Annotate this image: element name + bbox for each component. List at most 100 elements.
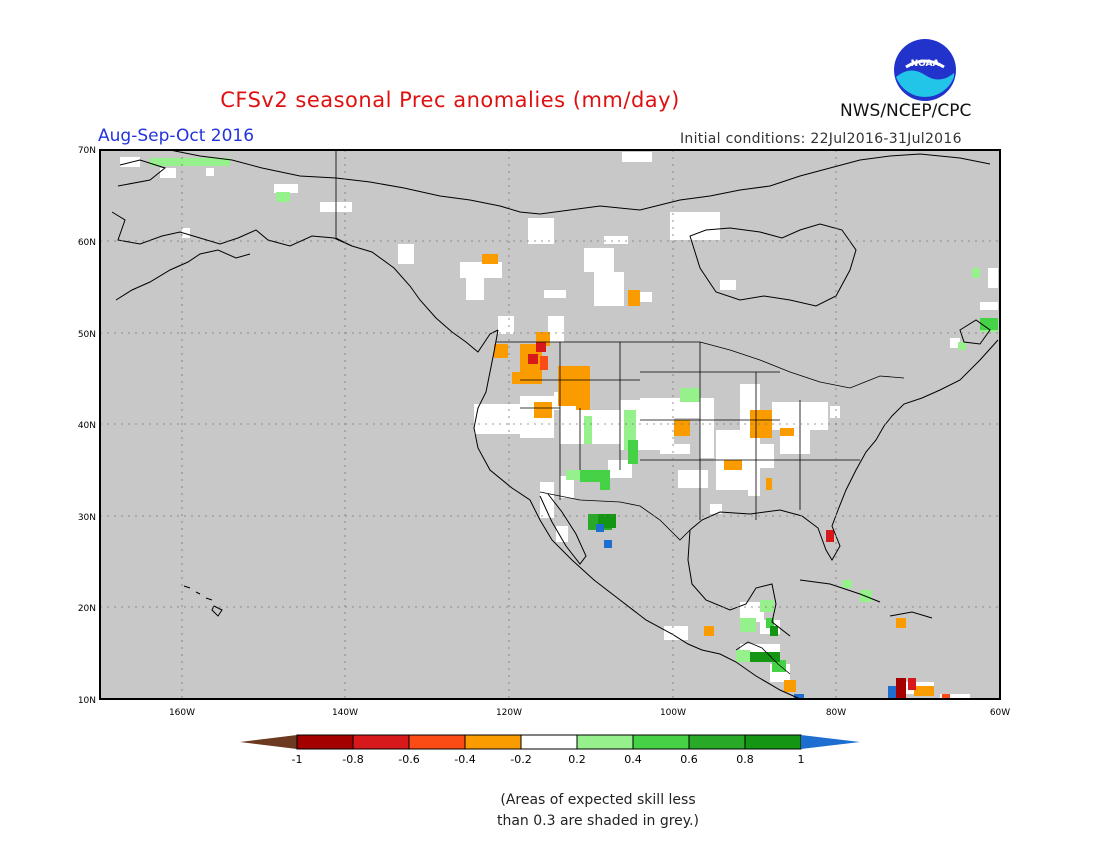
anomaly-cell bbox=[678, 470, 708, 488]
anomaly-cell bbox=[206, 168, 214, 176]
anomaly-cell bbox=[980, 318, 998, 330]
anomaly-cell bbox=[950, 338, 960, 348]
colorbar-labels: -1 -0.8 -0.6 -0.4 -0.2 0.2 0.4 0.6 0.8 1 bbox=[292, 753, 805, 766]
anomaly-cell bbox=[794, 694, 804, 700]
lat-label-30n: 30N bbox=[78, 513, 96, 523]
anomaly-cell bbox=[150, 158, 230, 166]
anomaly-cell bbox=[842, 580, 852, 588]
anomaly-cell bbox=[720, 280, 736, 290]
anomaly-cell bbox=[528, 354, 538, 364]
gridlines bbox=[100, 150, 1000, 699]
west-coast bbox=[473, 329, 801, 700]
noaa-logo-wave bbox=[896, 70, 954, 98]
anomaly-cell bbox=[766, 618, 774, 628]
anomaly-cell bbox=[160, 168, 176, 178]
chart-title: CFSv2 seasonal Prec anomalies (mm/day) bbox=[220, 88, 680, 112]
anomaly-cell bbox=[560, 476, 574, 498]
colorbar-box bbox=[352, 734, 410, 750]
lon-label-140w: 140W bbox=[332, 708, 358, 718]
anomaly-cell bbox=[942, 694, 950, 700]
anomaly-cell bbox=[736, 650, 750, 662]
lon-label-160w: 160W bbox=[169, 708, 195, 718]
colorbar-high-arrow bbox=[801, 735, 860, 749]
anomaly-cell bbox=[784, 680, 796, 692]
anomaly-cell bbox=[596, 524, 604, 532]
anomaly-cell bbox=[772, 660, 786, 672]
lon-label-120w: 120W bbox=[496, 708, 522, 718]
anomaly-cell bbox=[604, 540, 612, 548]
anomaly-cell bbox=[640, 292, 652, 302]
anomaly-cell bbox=[750, 444, 774, 468]
colorbar-label-1: 1 bbox=[798, 753, 805, 766]
anomaly-cell bbox=[980, 302, 998, 310]
noaa-logo-bird bbox=[905, 59, 945, 69]
arctic-coast bbox=[169, 149, 991, 215]
skill-note: (Areas of expected skill less than 0.3 a… bbox=[0, 790, 1100, 832]
colorbar-box bbox=[408, 734, 466, 750]
season-label: Aug-Sep-Oct 2016 bbox=[98, 126, 255, 146]
anomaly-cell bbox=[640, 398, 714, 418]
lat-label-20n: 20N bbox=[78, 604, 96, 614]
colorbar-boxes bbox=[296, 734, 802, 750]
anomaly-cell bbox=[740, 618, 756, 632]
anomaly-cell bbox=[660, 444, 690, 454]
colorbar-box bbox=[576, 734, 634, 750]
anomaly-cell bbox=[274, 184, 298, 193]
colorbar-box bbox=[464, 734, 522, 750]
anomaly-cell bbox=[604, 236, 628, 244]
colorbar-label-neg08: -0.8 bbox=[342, 753, 363, 766]
colorbar-label-06: 0.6 bbox=[680, 753, 698, 766]
colorbar-label-02: 0.2 bbox=[568, 753, 586, 766]
anomaly-cell bbox=[628, 440, 638, 464]
cuba bbox=[799, 579, 881, 603]
anomaly-cell bbox=[494, 344, 508, 358]
alaska-canada-border bbox=[335, 150, 353, 247]
us-canada-border bbox=[496, 341, 905, 389]
anomaly-cell bbox=[600, 480, 610, 490]
initial-conditions-label: Initial conditions: 22Jul2016-31Jul2016 bbox=[680, 131, 962, 147]
anomaly-cell bbox=[914, 686, 934, 696]
anomaly-cell bbox=[724, 460, 742, 470]
noaa-logo: NOAA bbox=[894, 39, 956, 101]
organization-label: NWS/NCEP/CPC bbox=[840, 101, 972, 121]
baja-california bbox=[539, 493, 587, 565]
anomaly-cell bbox=[748, 472, 760, 496]
anomaly-cell bbox=[528, 218, 554, 244]
anomaly-cell bbox=[664, 626, 688, 640]
hawaii bbox=[183, 585, 223, 617]
latitude-labels: 70N 60N 50N 40N 30N 20N 10N bbox=[78, 146, 96, 706]
anomaly-cell bbox=[780, 428, 794, 436]
anomaly-cell bbox=[498, 316, 514, 334]
anomaly-cell bbox=[556, 526, 568, 542]
anomaly-cell bbox=[908, 678, 916, 690]
anomaly-cell bbox=[670, 212, 720, 240]
lat-label-50n: 50N bbox=[78, 330, 96, 340]
lat-label-70n: 70N bbox=[78, 146, 96, 156]
anomaly-cell bbox=[584, 248, 614, 272]
anomaly-cell bbox=[398, 244, 414, 264]
colorbar-box bbox=[744, 734, 802, 750]
colorbar-label-neg02: -0.2 bbox=[510, 753, 531, 766]
anomaly-cell bbox=[770, 626, 778, 636]
anomaly-cell bbox=[466, 278, 484, 300]
anomaly-cell bbox=[628, 290, 640, 306]
colorbar-box bbox=[520, 734, 578, 750]
noaa-logo-text: NOAA bbox=[911, 59, 940, 69]
anomaly-cell bbox=[958, 342, 966, 350]
gulf-coast bbox=[689, 339, 999, 561]
anomaly-cell bbox=[512, 372, 542, 384]
anomaly-cell bbox=[680, 388, 700, 402]
hispaniola bbox=[889, 611, 933, 619]
anomaly-cell bbox=[276, 192, 290, 202]
hawaii-islands bbox=[183, 585, 223, 617]
anomaly-cell bbox=[896, 678, 906, 698]
coastlines bbox=[111, 149, 999, 700]
anomaly-cell bbox=[766, 478, 772, 490]
anomaly-cell bbox=[536, 342, 546, 352]
anomaly-cell bbox=[482, 254, 498, 264]
longitude-labels: 160W 140W 120W 100W 80W 60W bbox=[169, 708, 1010, 718]
anomaly-cell bbox=[826, 530, 834, 542]
anomaly-cell bbox=[830, 406, 840, 418]
lon-label-100w: 100W bbox=[660, 708, 686, 718]
anomaly-cell bbox=[700, 398, 714, 458]
